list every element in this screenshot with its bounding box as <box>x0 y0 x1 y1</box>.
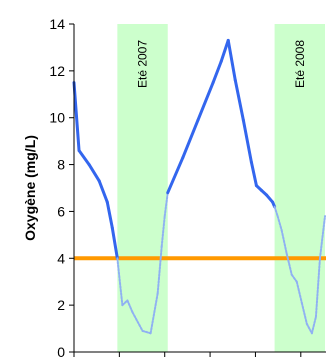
series-line-segment <box>300 301 308 325</box>
series-line-segment <box>156 245 163 295</box>
series-line-segment <box>295 280 303 304</box>
series-line-segment <box>72 81 81 153</box>
series-layer <box>72 38 326 335</box>
shaded-period-band <box>117 24 168 352</box>
series-line-segment <box>318 215 326 260</box>
y-tick-label: 8 <box>57 157 65 173</box>
axes <box>73 24 326 353</box>
series-line-segment <box>314 257 321 318</box>
series-line-segment <box>141 329 152 335</box>
series-line-segment <box>310 315 317 335</box>
series-line-segment <box>273 205 279 218</box>
y-axis-ticks: 0 2 4 6 8 10 12 14 <box>49 16 74 358</box>
series-line-segment <box>116 257 124 307</box>
series-line-segment <box>131 311 144 332</box>
shaded-periods <box>117 24 325 352</box>
series-line-segment <box>126 299 134 314</box>
series-line-segment <box>160 215 166 248</box>
series-line-segment <box>181 118 200 160</box>
series-line-segment <box>249 160 258 188</box>
series-line-segment <box>233 78 245 122</box>
y-tick-label: 10 <box>49 110 65 126</box>
series-line-segment <box>241 118 253 164</box>
series-line-segment <box>149 292 159 335</box>
series-line-segment <box>87 163 101 183</box>
series-line-segment <box>305 322 313 335</box>
y-tick-label: 6 <box>57 203 65 219</box>
series-line-segment <box>285 252 293 276</box>
series-line-segment <box>219 38 230 63</box>
y-tick-label: 2 <box>57 297 65 313</box>
shaded-period-label: Eté 2008 <box>293 40 307 88</box>
shaded-period-labels: Eté 2007 Eté 2008 <box>136 40 307 88</box>
y-axis-title: Oxygène (mg/L) <box>22 135 38 241</box>
series-line-segment <box>226 38 237 82</box>
series-line-segment <box>105 200 114 230</box>
shaded-period-label: Eté 2007 <box>136 40 150 88</box>
series-line-segment <box>121 299 129 307</box>
series-line-segment <box>97 179 109 204</box>
series-line-segment <box>211 59 223 85</box>
series-line-segment <box>290 273 298 283</box>
series-line-segment <box>276 215 283 232</box>
series-line-segment <box>196 81 215 122</box>
y-tick-label: 4 <box>57 250 65 266</box>
y-tick-label: 14 <box>49 16 65 32</box>
series-line-segment <box>166 156 185 195</box>
series-line-segment <box>280 229 288 255</box>
y-tick-label: 0 <box>57 344 65 358</box>
series-line-segment <box>110 226 119 260</box>
series-line-segment <box>265 193 275 204</box>
y-tick-label: 12 <box>49 63 65 79</box>
series-line-segment <box>77 149 91 167</box>
x-axis-ticks <box>73 352 302 357</box>
series-line-segment <box>163 191 169 218</box>
